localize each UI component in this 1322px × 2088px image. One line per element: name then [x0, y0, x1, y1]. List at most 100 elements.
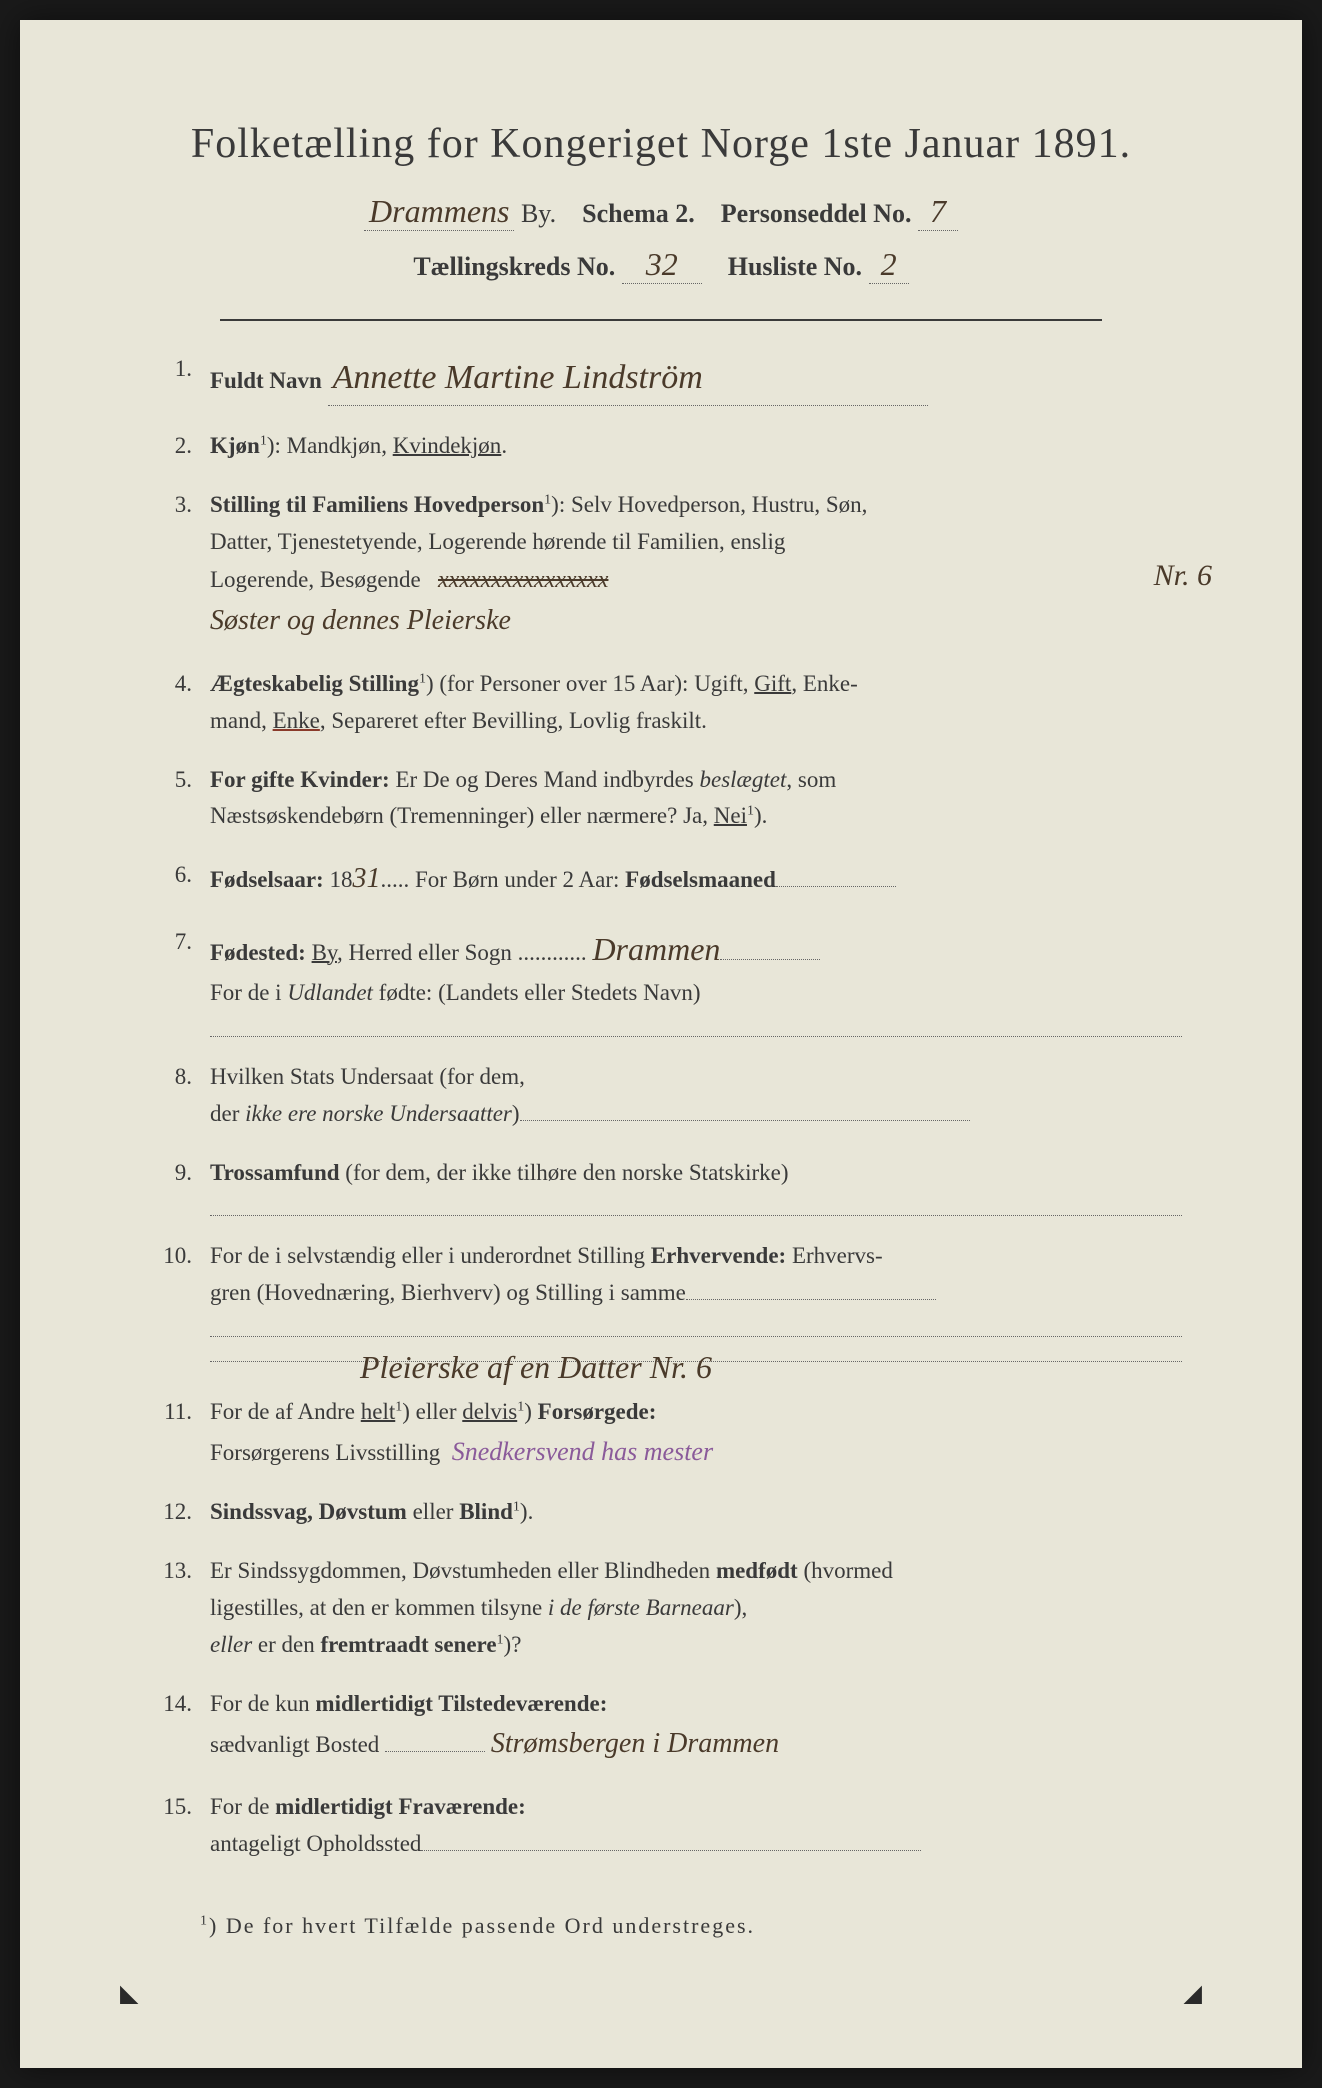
delvis: delvis	[462, 1399, 517, 1424]
subtitle-line-2: Tællingskreds No. 32 Husliste No. 2	[140, 246, 1182, 284]
supporter-handwritten: Snedkersvend has mester	[452, 1437, 713, 1466]
rest: , Herred eller Sogn ............	[337, 940, 587, 965]
bold: midlertidigt Tilstedeværende:	[315, 1691, 607, 1716]
item-13-congenital: 13. Er Sindssygdommen, Døvstumheden elle…	[160, 1553, 1182, 1663]
name-field: Annette Martine Lindström	[328, 351, 928, 406]
item-12-disability: 12. Sindssvag, Døvstum eller Blind1).	[160, 1494, 1182, 1531]
item-body: Sindssvag, Døvstum eller Blind1).	[210, 1494, 1182, 1531]
item-num: 9.	[160, 1155, 210, 1217]
line2b: fødte: (Landets eller Stedets Navn)	[373, 980, 701, 1005]
item-num: 13.	[160, 1553, 210, 1663]
text-b: ) eller	[402, 1399, 462, 1424]
item-body: Trossamfund (for dem, der ikke tilhøre d…	[210, 1155, 1182, 1217]
item-num: 7.	[160, 924, 210, 1037]
rest: Erhvervs-	[786, 1243, 882, 1268]
item-body: Ægteskabelig Stilling1) (for Personer ov…	[210, 666, 1182, 740]
sup: 1	[419, 671, 426, 686]
item-num: 2.	[160, 428, 210, 465]
dotted	[686, 1299, 936, 1300]
item-num: 5.	[160, 762, 210, 836]
bold: Forsørgede:	[538, 1399, 657, 1424]
rest: (for dem, der ikke tilhøre den norske St…	[340, 1160, 789, 1185]
tail: ).	[754, 803, 767, 828]
item-5-married-women: 5. For gifte Kvinder: Er De og Deres Man…	[160, 762, 1182, 836]
husliste-no: 2	[869, 246, 909, 284]
corner-mark-right: ◢	[1184, 1979, 1202, 2008]
form-header: Folketælling for Kongeriget Norge 1ste J…	[140, 120, 1182, 284]
line2: sædvanligt Bosted	[210, 1732, 379, 1757]
prefix: 18	[324, 867, 353, 892]
label: Fødselsaar:	[210, 867, 324, 892]
item-num: 1.	[160, 351, 210, 406]
bold2: fremtraadt senere	[320, 1632, 496, 1657]
dotted	[421, 1850, 921, 1851]
margin-note: Nr. 6	[1154, 552, 1212, 600]
line2a: For de i	[210, 980, 287, 1005]
line3b: er den	[252, 1632, 320, 1657]
item-num: 10.	[160, 1238, 210, 1372]
corner-mark-left: ◣	[120, 1979, 138, 2008]
sup: 1	[260, 434, 267, 449]
italic: ikke ere norske Undersaatter	[245, 1101, 512, 1126]
footnote-text: ) De for hvert Tilfælde passende Ord und…	[209, 1913, 755, 1938]
schema-label: Schema 2.	[582, 199, 695, 228]
label: For gifte Kvinder:	[210, 767, 390, 792]
birthplace: Drammen	[592, 931, 720, 967]
kreds-label: Tællingskreds No.	[413, 252, 615, 281]
footnote: 1) De for hvert Tilfælde passende Ord un…	[140, 1913, 1182, 1939]
line2a: mand,	[210, 708, 273, 733]
bold: medfødt	[716, 1558, 798, 1583]
item-15-temp-absent: 15. For de midlertidigt Fraværende: anta…	[160, 1789, 1182, 1863]
footnote-sup: 1	[200, 1913, 209, 1928]
rest: (hvormed	[798, 1558, 893, 1583]
dotted	[520, 1120, 970, 1121]
text: For de	[210, 1794, 275, 1819]
italic: beslægtet	[699, 767, 786, 792]
form-title: Folketælling for Kongeriget Norge 1ste J…	[140, 120, 1182, 168]
sup2: 1	[747, 804, 754, 819]
line2a: ligestilles, at den er kommen tilsyne	[210, 1595, 548, 1620]
line2: antageligt Opholdssted	[210, 1831, 421, 1856]
selected-sex: Kvindekjøn	[393, 433, 502, 458]
helt: helt	[361, 1399, 396, 1424]
rest: ..... For Børn under 2 Aar:	[380, 867, 625, 892]
label: Fuldt Navn	[210, 368, 322, 393]
line2: Næstsøskendebørn (Tremenninger) eller næ…	[210, 803, 714, 828]
mid: , Enke-	[791, 671, 857, 696]
gift: Gift	[754, 671, 791, 696]
dotted-line-1	[210, 1317, 1182, 1337]
item-9-religion: 9. Trossamfund (for dem, der ikke tilhør…	[160, 1155, 1182, 1217]
item-num: 8.	[160, 1059, 210, 1133]
item-body: For de i selvstændig eller i underordnet…	[210, 1238, 1182, 1372]
item-1-name: 1. Fuldt Navn Annette Martine Lindström	[160, 351, 1182, 406]
blind: Blind	[459, 1499, 513, 1524]
item-body: For de kun midlertidigt Tilstedeværende:…	[210, 1686, 1182, 1768]
text: Er Sindssygdommen, Døvstumheden eller Bl…	[210, 1558, 716, 1583]
label: Ægteskabelig Stilling	[210, 671, 419, 696]
item-6-birthyear: 6. Fødselsaar: 1831..... For Børn under …	[160, 857, 1182, 902]
item-2-sex: 2. Kjøn1): Mandkjøn, Kvindekjøn.	[160, 428, 1182, 465]
sup: 1	[513, 1500, 520, 1515]
nei: Nei	[714, 803, 747, 828]
label: Kjøn	[210, 433, 260, 458]
line3c: )?	[504, 1632, 522, 1657]
text-c: )	[524, 1399, 537, 1424]
tail: .	[501, 433, 507, 458]
dotted-line	[210, 1017, 1182, 1037]
personseddel-no: 7	[918, 193, 958, 231]
dotted	[385, 1751, 485, 1752]
by-label: By.	[521, 199, 556, 228]
rest: eller	[407, 1499, 459, 1524]
by: By	[312, 940, 337, 965]
dotted-line	[210, 1196, 1182, 1216]
item-num: 4.	[160, 666, 210, 740]
label: Stilling til Familiens Hovedperson	[210, 492, 544, 517]
form-items: 1. Fuldt Navn Annette Martine Lindström …	[140, 351, 1182, 1863]
rest: ) (for Personer over 15 Aar): Ugift,	[426, 671, 754, 696]
census-form-page: Folketælling for Kongeriget Norge 1ste J…	[20, 20, 1302, 2068]
usual-residence: Strømsbergen i Drammen	[491, 1728, 779, 1759]
item-11-supported: 11. For de af Andre helt1) eller delvis1…	[160, 1394, 1182, 1472]
dotted	[720, 959, 820, 960]
item-body: For de af Andre helt1) eller delvis1) Fo…	[210, 1394, 1182, 1472]
item-4-marital: 4. Ægteskabelig Stilling1) (for Personer…	[160, 666, 1182, 740]
